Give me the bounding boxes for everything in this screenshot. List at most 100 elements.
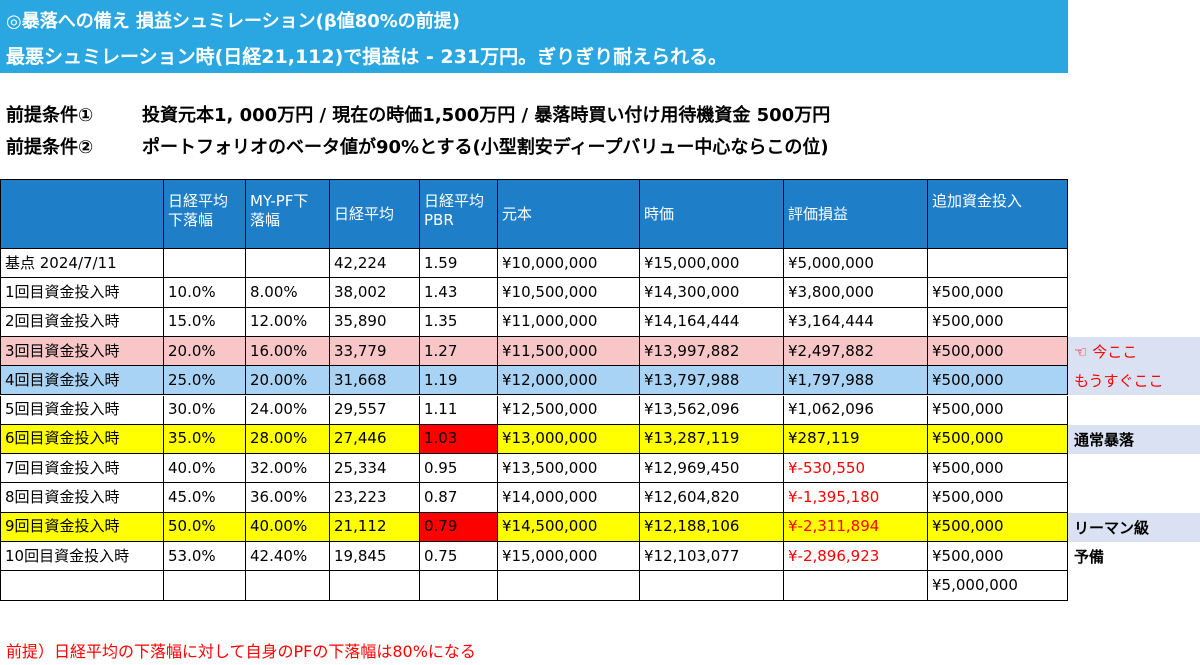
condition-2: 前提条件② ポートフォリオのベータ値が90%とする(小型割安ディープバリュー中心な… [6, 133, 829, 159]
cell-nikkei-pbr: 0.75 [420, 542, 498, 572]
cell-unrealized-pl: ¥-530,550 [784, 454, 928, 484]
side-note: 予備 [1074, 548, 1105, 567]
condition-1: 前提条件① 投資元本1, 000万円 / 現在の時価1,500万円 / 暴落時買い… [6, 101, 830, 127]
cell-nikkei-pbr: 1.03 [420, 424, 498, 455]
cell-additional-funds: ¥500,000 [928, 542, 1068, 572]
cell-additional-funds: ¥500,000 [928, 366, 1068, 396]
cell-additional-funds: ¥500,000 [928, 483, 1068, 513]
header-additional-funds: 追加資金投入 [928, 179, 1068, 249]
header-market-value: 時価 [640, 179, 784, 249]
cell-pf-drop: 36.00% [246, 483, 330, 513]
cell-unrealized-pl: ¥-2,896,923 [784, 542, 928, 572]
cell-principal: ¥10,500,000 [498, 278, 640, 308]
cell-principal: ¥12,500,000 [498, 395, 640, 425]
cell-pf-drop: 20.00% [246, 366, 330, 396]
cell-unrealized-pl: ¥3,164,444 [784, 307, 928, 337]
cell-market-value [640, 571, 784, 601]
cell-nikkei-avg: 21,112 [330, 512, 420, 542]
cell-principal: ¥14,000,000 [498, 483, 640, 513]
cell-principal: ¥13,000,000 [498, 424, 640, 455]
cell-stage: 1回目資金投入時 [0, 278, 164, 308]
cell-nikkei-avg: 42,224 [330, 249, 420, 279]
header-nikkei-pbr: 日経平均PBR [420, 179, 498, 249]
cell-market-value: ¥13,997,882 [640, 336, 784, 367]
cell-nikkei-pbr [420, 571, 498, 601]
side-note: ☜ 今ここ [1068, 336, 1200, 367]
cell-stage: 7回目資金投入時 [0, 454, 164, 484]
cell-nikkei-avg: 23,223 [330, 483, 420, 513]
cell-unrealized-pl: ¥1,062,096 [784, 395, 928, 425]
cell-market-value: ¥12,969,450 [640, 454, 784, 484]
cell-stage: 5回目資金投入時 [0, 395, 164, 425]
cell-unrealized-pl: ¥2,497,882 [784, 336, 928, 367]
cell-stage: 3回目資金投入時 [0, 336, 164, 367]
cell-pf-drop: 8.00% [246, 278, 330, 308]
cell-nikkei-pbr: 1.27 [420, 336, 498, 367]
cell-stage: 基点 2024/7/11 [0, 249, 164, 279]
cell-unrealized-pl: ¥-2,311,894 [784, 512, 928, 542]
cell-principal: ¥14,500,000 [498, 512, 640, 542]
cell-principal: ¥11,500,000 [498, 336, 640, 367]
footnote: 前提）日経平均の下落幅に対して自身のPFの下落幅は80%になる [6, 642, 476, 661]
cell-nikkei-drop: 15.0% [164, 307, 246, 337]
cell-market-value: ¥14,164,444 [640, 307, 784, 337]
header-nikkei-avg: 日経平均 [330, 179, 420, 249]
cell-principal: ¥12,000,000 [498, 366, 640, 396]
cell-market-value: ¥12,604,820 [640, 483, 784, 513]
banner-subtitle: 最悪シュミレーション時(日経21,112)で損益は - 231万円。ぎりぎり耐え… [6, 46, 728, 68]
cell-nikkei-pbr: 1.59 [420, 249, 498, 279]
title-banner: ◎暴落への備え 損益シュミレーション(β値80%の前提) 最悪シュミレーション時… [0, 0, 1068, 73]
cell-market-value: ¥15,000,000 [640, 249, 784, 279]
cell-additional-funds: ¥500,000 [928, 307, 1068, 337]
condition-1-text: 投資元本1, 000万円 / 現在の時価1,500万円 / 暴落時買い付け用待機… [142, 105, 831, 126]
cell-additional-funds: ¥500,000 [928, 512, 1068, 542]
cell-pf-drop: 28.00% [246, 424, 330, 455]
condition-2-text: ポートフォリオのベータ値が90%とする(小型割安ディープバリュー中心ならこの位) [142, 137, 829, 158]
cell-pf-drop [246, 249, 330, 279]
cell-nikkei-pbr: 0.79 [420, 512, 498, 542]
cell-nikkei-drop: 53.0% [164, 542, 246, 572]
cell-nikkei-pbr: 1.35 [420, 307, 498, 337]
cell-pf-drop: 24.00% [246, 395, 330, 425]
cell-nikkei-drop: 50.0% [164, 512, 246, 542]
condition-2-tag: 前提条件② [6, 137, 94, 158]
cell-additional-funds: ¥500,000 [928, 454, 1068, 484]
side-note: 通常暴落 [1068, 424, 1200, 455]
cell-unrealized-pl [784, 571, 928, 601]
cell-stage: 4回目資金投入時 [0, 366, 164, 396]
cell-unrealized-pl: ¥3,800,000 [784, 278, 928, 308]
cell-nikkei-avg: 19,845 [330, 542, 420, 572]
cell-nikkei-drop [164, 249, 246, 279]
cell-nikkei-drop: 40.0% [164, 454, 246, 484]
cell-unrealized-pl: ¥287,119 [784, 424, 928, 455]
cell-nikkei-pbr: 0.87 [420, 483, 498, 513]
cell-pf-drop: 16.00% [246, 336, 330, 367]
cell-stage: 9回目資金投入時 [0, 512, 164, 542]
cell-nikkei-drop: 45.0% [164, 483, 246, 513]
cell-nikkei-pbr: 1.11 [420, 395, 498, 425]
cell-stage: 2回目資金投入時 [0, 307, 164, 337]
cell-pf-drop: 12.00% [246, 307, 330, 337]
cell-market-value: ¥13,287,119 [640, 424, 784, 455]
side-note: もうすぐここ [1068, 366, 1200, 396]
cell-additional-funds: ¥500,000 [928, 278, 1068, 308]
side-note: リーマン級 [1068, 512, 1200, 542]
cell-additional-funds: ¥500,000 [928, 395, 1068, 425]
cell-additional-funds: ¥5,000,000 [928, 571, 1068, 601]
banner-title: ◎暴落への備え 損益シュミレーション(β値80%の前提) [6, 11, 461, 32]
header-pf-drop: MY-PF下落幅 [246, 179, 330, 249]
header-stage [0, 179, 164, 249]
cell-stage: 8回目資金投入時 [0, 483, 164, 513]
header-principal: 元本 [498, 179, 640, 249]
cell-pf-drop [246, 571, 330, 601]
cell-market-value: ¥14,300,000 [640, 278, 784, 308]
cell-nikkei-pbr: 0.95 [420, 454, 498, 484]
cell-nikkei-drop: 25.0% [164, 366, 246, 396]
cell-additional-funds: ¥500,000 [928, 336, 1068, 367]
cell-nikkei-avg: 35,890 [330, 307, 420, 337]
cell-market-value: ¥13,797,988 [640, 366, 784, 396]
cell-nikkei-drop: 10.0% [164, 278, 246, 308]
cell-pf-drop: 42.40% [246, 542, 330, 572]
header-unrealized-pl: 評価損益 [784, 179, 928, 249]
cell-nikkei-pbr: 1.19 [420, 366, 498, 396]
